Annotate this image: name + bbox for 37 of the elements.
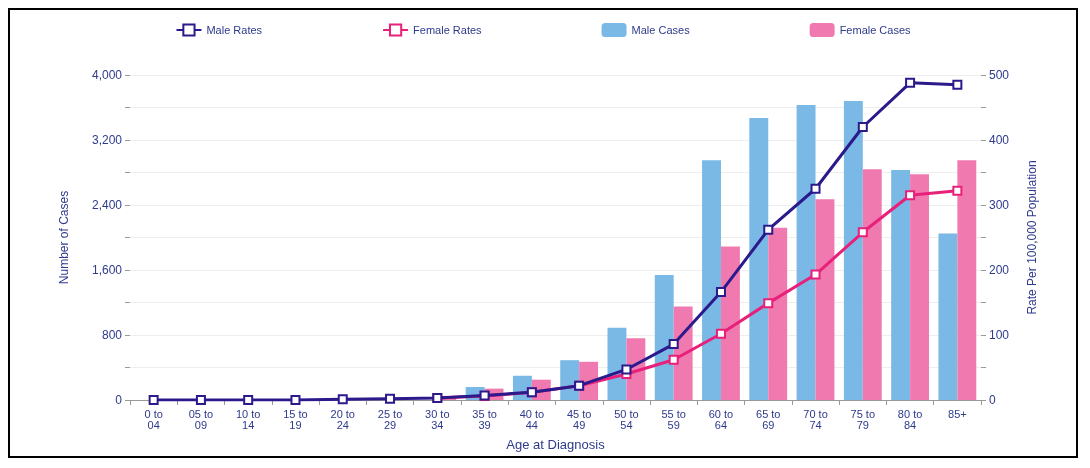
- y2-tick-label: 500: [989, 68, 1010, 82]
- x-tick-label: 55 to 59: [661, 407, 686, 431]
- x-tick-label: 40 to 44: [519, 407, 545, 431]
- y-tick-label: 3,200: [91, 133, 123, 147]
- x-tick-label: 0 to 04: [144, 407, 163, 431]
- x-tick-label: 50 to 54: [614, 407, 639, 431]
- y-tick-label: 1,600: [91, 263, 123, 277]
- x-tick-label: 65 to 69: [756, 407, 781, 431]
- legend-label: Male Cases: [631, 24, 691, 36]
- x-tick-label: 15 to 19: [283, 407, 308, 431]
- x-tick-label: 35 to 39: [472, 407, 497, 431]
- x-tick-label: 70 to 74: [803, 407, 828, 431]
- x-tick-label: 75 to 79: [850, 407, 876, 431]
- y2-tick-label: 400: [989, 133, 1010, 147]
- x-tick-label: 30 to 34: [425, 407, 450, 431]
- x-axis-title: Age at Diagnosis: [506, 437, 606, 452]
- legend-label: Female Cases: [839, 24, 912, 36]
- legend-label: Male Rates: [206, 24, 263, 36]
- x-tick-label: 25 to 29: [377, 407, 403, 431]
- y-tick-label: 4,000: [91, 68, 123, 82]
- x-tick-label: 10 to 14: [235, 407, 261, 431]
- y-tick-label: 2,400: [91, 198, 123, 212]
- y2-tick-label: 200: [989, 263, 1010, 277]
- x-tick-label: 80 to 84: [897, 407, 923, 431]
- legend-label: Female Rates: [413, 24, 483, 36]
- y-tick-label: 0: [115, 393, 123, 407]
- x-tick-label: 85+: [948, 407, 967, 420]
- x-tick-label: 45 to 49: [566, 407, 592, 431]
- x-tick-label: 60 to 64: [708, 407, 734, 431]
- y2-tick-label: 300: [989, 198, 1010, 212]
- x-tick-label: 05 to 09: [188, 407, 214, 431]
- y2-tick-label: 100: [989, 328, 1010, 342]
- y-axis-title: Number of Cases: [57, 190, 71, 285]
- y-tick-label: 800: [101, 328, 123, 342]
- x-tick-label: 20 to 24: [330, 407, 355, 431]
- y2-axis-title: Rate Per 100,000 Population: [1025, 160, 1039, 315]
- y2-tick-label: 0: [989, 393, 996, 407]
